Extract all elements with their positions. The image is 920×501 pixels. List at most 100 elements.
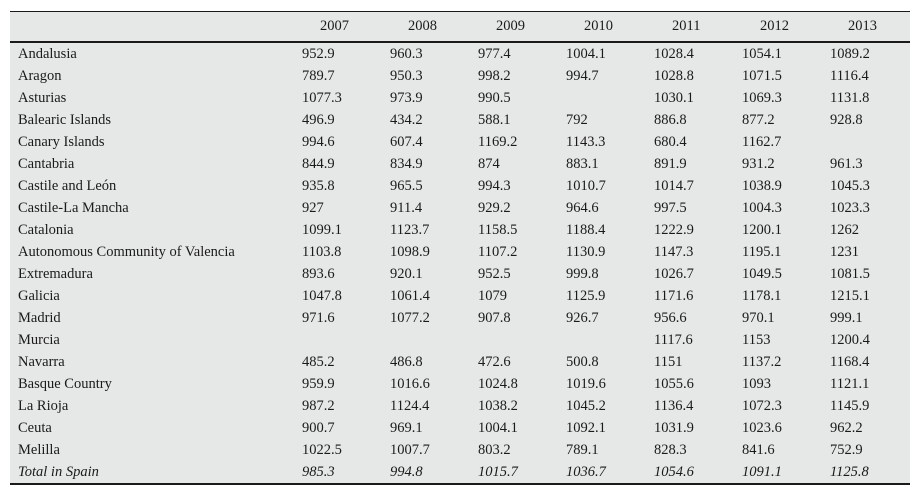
value-cell: 752.9 xyxy=(830,441,863,458)
value-cell: 1004.1 xyxy=(566,45,606,62)
value-cell: 1145.9 xyxy=(830,397,870,414)
value-cell: 1093 xyxy=(742,375,771,392)
value-cell: 926.7 xyxy=(566,309,599,326)
value-cell: 900.7 xyxy=(302,419,335,436)
value-cell: 1091.1 xyxy=(742,463,782,480)
value-cell: 920.1 xyxy=(390,265,423,282)
value-cell: 994.3 xyxy=(478,177,511,194)
value-cell: 985.3 xyxy=(302,463,335,480)
table-row: Ceuta 900.7 969.1 1004.1 1092.1 1031.9 1023.6 9… xyxy=(10,417,910,439)
value-cell: 789.7 xyxy=(302,67,335,84)
value-cell: 994.6 xyxy=(302,133,335,150)
value-cell: 1153 xyxy=(742,331,771,348)
value-cell: 1171.6 xyxy=(654,287,694,304)
region-label: Ceuta xyxy=(18,419,52,436)
value-cell: 877.2 xyxy=(742,111,775,128)
value-cell: 1028.4 xyxy=(654,45,694,62)
value-cell: 1103.8 xyxy=(302,243,342,260)
value-cell: 1125.8 xyxy=(830,463,869,480)
value-cell: 977.4 xyxy=(478,45,511,62)
value-cell: 1098.9 xyxy=(390,243,430,260)
value-cell: 803.2 xyxy=(478,441,511,458)
value-cell: 1054.6 xyxy=(654,463,694,480)
value-cell: 844.9 xyxy=(302,155,335,172)
value-cell: 928.8 xyxy=(830,111,863,128)
value-cell: 950.3 xyxy=(390,67,423,84)
value-cell: 929.2 xyxy=(478,199,511,216)
region-label: Aragon xyxy=(18,67,62,84)
region-label: Andalusia xyxy=(18,45,77,62)
value-cell: 999.8 xyxy=(566,265,599,282)
value-cell: 1162.7 xyxy=(742,133,782,150)
value-cell: 1200.1 xyxy=(742,221,782,238)
value-cell: 1010.7 xyxy=(566,177,606,194)
value-cell: 1015.7 xyxy=(478,463,518,480)
value-cell: 960.3 xyxy=(390,45,423,62)
year-column-header: 2010 xyxy=(566,11,654,43)
value-cell: 680.4 xyxy=(654,133,687,150)
year-column-header: 2007 xyxy=(302,11,390,43)
value-cell: 1147.3 xyxy=(654,243,694,260)
value-cell: 883.1 xyxy=(566,155,599,172)
value-cell: 970.1 xyxy=(742,309,775,326)
value-cell: 1038.9 xyxy=(742,177,782,194)
year-column-header: 2011 xyxy=(654,11,742,43)
table-row: Catalonia 1099.1 1123.7 1158.5 1188.4 1222.9 1… xyxy=(10,219,910,241)
table-row: Castile and León 935.8 965.5 994.3 1010.7 101… xyxy=(10,175,910,197)
table-row: Cantabria 844.9 834.9 874 883.1 891.9 931.2 961… xyxy=(10,153,910,175)
region-label: Castile and León xyxy=(18,177,117,194)
value-cell: 1099.1 xyxy=(302,221,342,238)
total-row: Total in Spain 985.3 994.8 1015.7 1036.7 1054… xyxy=(10,461,910,484)
value-cell: 969.1 xyxy=(390,419,423,436)
region-label: Cantabria xyxy=(18,155,75,172)
table-row: Madrid 971.6 1077.2 907.8 926.7 956.6 970.1 999… xyxy=(10,307,910,329)
value-cell: 1262 xyxy=(830,221,859,238)
value-cell: 1158.5 xyxy=(478,221,518,238)
value-cell: 1107.2 xyxy=(478,243,518,260)
table-row: Canary Islands 994.6 607.4 1169.2 1143.3 680.… xyxy=(10,131,910,153)
value-cell: 1130.9 xyxy=(566,243,606,260)
value-cell: 1024.8 xyxy=(478,375,518,392)
value-cell: 1061.4 xyxy=(390,287,430,304)
value-cell: 1069.3 xyxy=(742,89,782,106)
value-cell: 1081.5 xyxy=(830,265,870,282)
value-cell: 1121.1 xyxy=(830,375,870,392)
table-row: Asturias 1077.3 973.9 990.5 1030.1 1069.3 1131… xyxy=(10,87,910,109)
value-cell: 472.6 xyxy=(478,353,511,370)
year-column-header: 2008 xyxy=(390,11,478,43)
value-cell: 1014.7 xyxy=(654,177,694,194)
value-cell: 1031.9 xyxy=(654,419,694,436)
region-label: La Rioja xyxy=(18,397,69,414)
year-column-header: 2013 xyxy=(830,11,910,43)
value-cell: 1049.5 xyxy=(742,265,782,282)
value-cell: 1022.5 xyxy=(302,441,342,458)
value-cell: 1195.1 xyxy=(742,243,782,260)
value-cell: 485.2 xyxy=(302,353,335,370)
value-cell: 828.3 xyxy=(654,441,687,458)
region-label: Melilla xyxy=(18,441,60,458)
table-row: Basque Country 959.9 1016.6 1024.8 1019.6 105… xyxy=(10,373,910,395)
value-cell xyxy=(566,87,654,109)
value-cell: 971.6 xyxy=(302,309,335,326)
region-column-header xyxy=(10,11,302,43)
value-cell: 965.5 xyxy=(390,177,423,194)
value-cell: 1045.2 xyxy=(566,397,606,414)
value-cell: 886.8 xyxy=(654,111,687,128)
value-cell: 1071.5 xyxy=(742,67,782,84)
value-cell: 1030.1 xyxy=(654,89,694,106)
value-cell: 1131.8 xyxy=(830,89,870,106)
regions-by-year-table: 2007 2008 2009 2010 2011 2012 2013 Andalusia 95… xyxy=(10,11,910,485)
value-cell: 1200.4 xyxy=(830,331,870,348)
value-cell: 1117.6 xyxy=(654,331,693,348)
value-cell: 994.8 xyxy=(390,463,423,480)
value-cell: 434.2 xyxy=(390,111,423,128)
value-cell: 1188.4 xyxy=(566,221,606,238)
year-column-header: 2009 xyxy=(478,11,566,43)
region-label: Balearic Islands xyxy=(18,111,112,128)
value-cell: 1077.2 xyxy=(390,309,430,326)
value-cell: 1023.6 xyxy=(742,419,782,436)
value-cell: 893.6 xyxy=(302,265,335,282)
value-cell: 1072.3 xyxy=(742,397,782,414)
region-label: Asturias xyxy=(18,89,67,106)
